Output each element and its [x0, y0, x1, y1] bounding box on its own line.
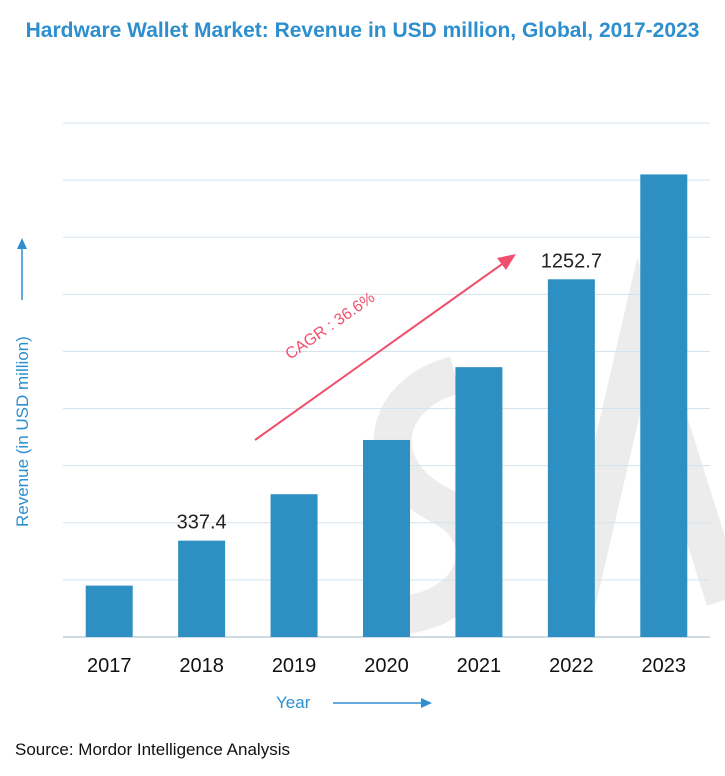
- x-tick-label-2018: 2018: [179, 655, 224, 677]
- cagr-label: CAGR : 36.6%: [283, 289, 379, 363]
- x-tick-label-2021: 2021: [457, 655, 502, 677]
- x-tick-label-2019: 2019: [272, 655, 317, 677]
- bar-2019: [270, 494, 318, 637]
- chart-title: Hardware Wallet Market: Revenue in USD m…: [25, 19, 700, 42]
- y-axis-title: Revenue (in USD million): [13, 238, 32, 527]
- bars: [85, 174, 688, 637]
- y-axis-label: Revenue (in USD million): [13, 336, 32, 527]
- bar-2021: [455, 367, 503, 637]
- bar-2018: [178, 540, 226, 637]
- cagr-arrow-line: [254, 261, 506, 441]
- watermark-glyph-2: [556, 257, 725, 615]
- data-labels: 337.4 1252.7: [177, 250, 602, 533]
- bar-2023: [640, 174, 688, 637]
- x-tick-label-2023: 2023: [642, 655, 687, 677]
- x-axis-title: Year: [276, 693, 432, 712]
- bar-2022: [547, 279, 595, 637]
- source-note: Source: Mordor Intelligence Analysis: [15, 740, 290, 759]
- cagr-arrowhead: [497, 254, 516, 270]
- x-axis-arrowhead: [421, 698, 432, 708]
- x-tick-label-2017: 2017: [87, 655, 132, 677]
- data-label-2022: 1252.7: [541, 250, 602, 272]
- x-tick-labels: 2017 2018 2019 2020 2021 2022 2023: [87, 655, 686, 677]
- x-tick-label-2020: 2020: [364, 655, 409, 677]
- bar-2020: [363, 439, 410, 637]
- y-axis-arrowhead: [17, 238, 27, 249]
- x-axis-label: Year: [276, 693, 311, 712]
- data-label-2018: 337.4: [177, 512, 227, 534]
- x-tick-label-2022: 2022: [549, 655, 594, 677]
- bar-2017: [85, 585, 133, 637]
